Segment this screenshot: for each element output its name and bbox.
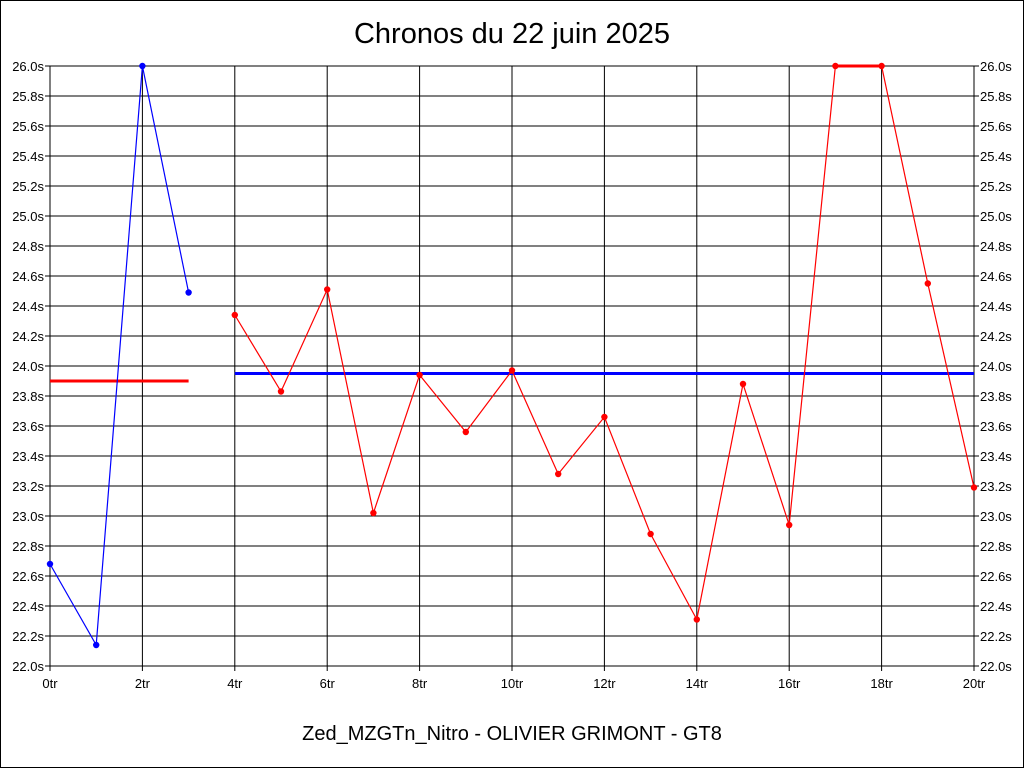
data-point <box>277 388 285 395</box>
y-tick-label-right: 25.4s <box>980 149 1012 164</box>
y-tick-label-right: 25.0s <box>980 209 1012 224</box>
axis-layer: 22.0s 22.0s 22.2s 22.2s 22.4s 22.4s 22.6s 22.6s… <box>12 59 1012 691</box>
y-tick-label-left: 22.2s <box>12 629 44 644</box>
data-point <box>739 380 747 388</box>
x-tick-label: 4tr <box>227 676 243 691</box>
y-tick-label-left: 26.0s <box>12 59 44 74</box>
y-tick-label-right: 24.6s <box>980 269 1012 284</box>
data-point <box>370 509 377 517</box>
y-tick-label-right: 22.4s <box>980 599 1012 614</box>
x-tick-label: 0tr <box>42 676 58 691</box>
data-point <box>924 280 931 287</box>
data-point <box>693 616 700 623</box>
y-tick-label-left: 23.6s <box>12 419 44 434</box>
y-tick-label-left: 23.2s <box>12 479 44 494</box>
y-tick-label-right: 23.2s <box>980 479 1012 494</box>
data-point <box>786 521 793 529</box>
y-tick-label-right: 24.2s <box>980 329 1012 344</box>
x-tick-label: 6tr <box>320 676 336 691</box>
y-tick-label-right: 26.0s <box>980 59 1012 74</box>
data-point <box>555 470 562 478</box>
y-tick-label-left: 22.4s <box>12 599 44 614</box>
y-tick-label-right: 25.2s <box>980 179 1012 194</box>
x-tick-label: 10tr <box>501 676 524 691</box>
y-tick-label-left: 23.4s <box>12 449 44 464</box>
grid-layer <box>49 65 975 667</box>
reference-lines <box>50 372 974 383</box>
chart-title: Chronos du 22 juin 2025 <box>353 18 670 50</box>
y-tick-label-left: 24.6s <box>12 269 44 284</box>
y-tick-label-left: 23.8s <box>12 389 44 404</box>
data-point <box>139 62 146 70</box>
y-tick-label-right: 22.8s <box>980 539 1012 554</box>
x-tick-label: 12tr <box>593 676 616 691</box>
x-tick-label: 14tr <box>686 676 709 691</box>
data-point <box>231 311 238 319</box>
y-tick-label-left: 25.2s <box>12 179 44 194</box>
y-tick-label-left: 25.6s <box>12 119 44 134</box>
y-tick-label-left: 24.2s <box>12 329 44 344</box>
x-tick-label: 18tr <box>870 676 893 691</box>
series-layer <box>46 62 978 649</box>
x-tick-label: 8tr <box>412 676 428 691</box>
data-point <box>416 371 423 379</box>
y-tick-label-left: 25.0s <box>12 209 44 224</box>
y-tick-label-left: 23.0s <box>12 509 44 524</box>
chart-subtitle: Zed_MZGTn_Nitro - OLIVIER GRIMONT - GT8 <box>302 723 722 745</box>
y-tick-label-left: 22.0s <box>12 659 44 674</box>
y-tick-label-right: 24.8s <box>980 239 1012 254</box>
y-tick-label-left: 22.6s <box>12 569 44 584</box>
y-tick-label-right: 22.2s <box>980 629 1012 644</box>
data-point <box>970 484 978 491</box>
y-tick-label-left: 25.4s <box>12 149 44 164</box>
data-point <box>93 641 100 649</box>
y-tick-label-left: 25.8s <box>12 89 44 104</box>
y-tick-label-right: 22.0s <box>980 659 1012 674</box>
y-tick-label-left: 24.4s <box>12 299 44 314</box>
y-tick-label-left: 24.0s <box>12 359 44 374</box>
y-tick-label-right: 25.8s <box>980 89 1012 104</box>
y-tick-label-right: 24.0s <box>980 359 1012 374</box>
x-tick-label: 2tr <box>135 676 151 691</box>
data-point <box>324 286 331 293</box>
x-tick-label: 20tr <box>963 676 986 691</box>
data-point <box>462 428 469 436</box>
y-tick-label-right: 23.8s <box>980 389 1012 404</box>
data-point <box>46 560 54 568</box>
y-tick-label-left: 24.8s <box>12 239 44 254</box>
y-tick-label-right: 23.4s <box>980 449 1012 464</box>
data-point <box>185 289 192 296</box>
data-point <box>647 530 654 538</box>
y-tick-label-right: 23.0s <box>980 509 1012 524</box>
y-tick-label-right: 25.6s <box>980 119 1012 134</box>
y-tick-label-right: 23.6s <box>980 419 1012 434</box>
y-tick-label-right: 22.6s <box>980 569 1012 584</box>
y-tick-label-left: 22.8s <box>12 539 44 554</box>
plot-border <box>49 65 975 667</box>
y-tick-label-right: 24.4s <box>980 299 1012 314</box>
data-point <box>508 367 516 374</box>
x-tick-label: 16tr <box>778 676 801 691</box>
series-line <box>49 65 190 647</box>
data-point <box>601 413 608 421</box>
